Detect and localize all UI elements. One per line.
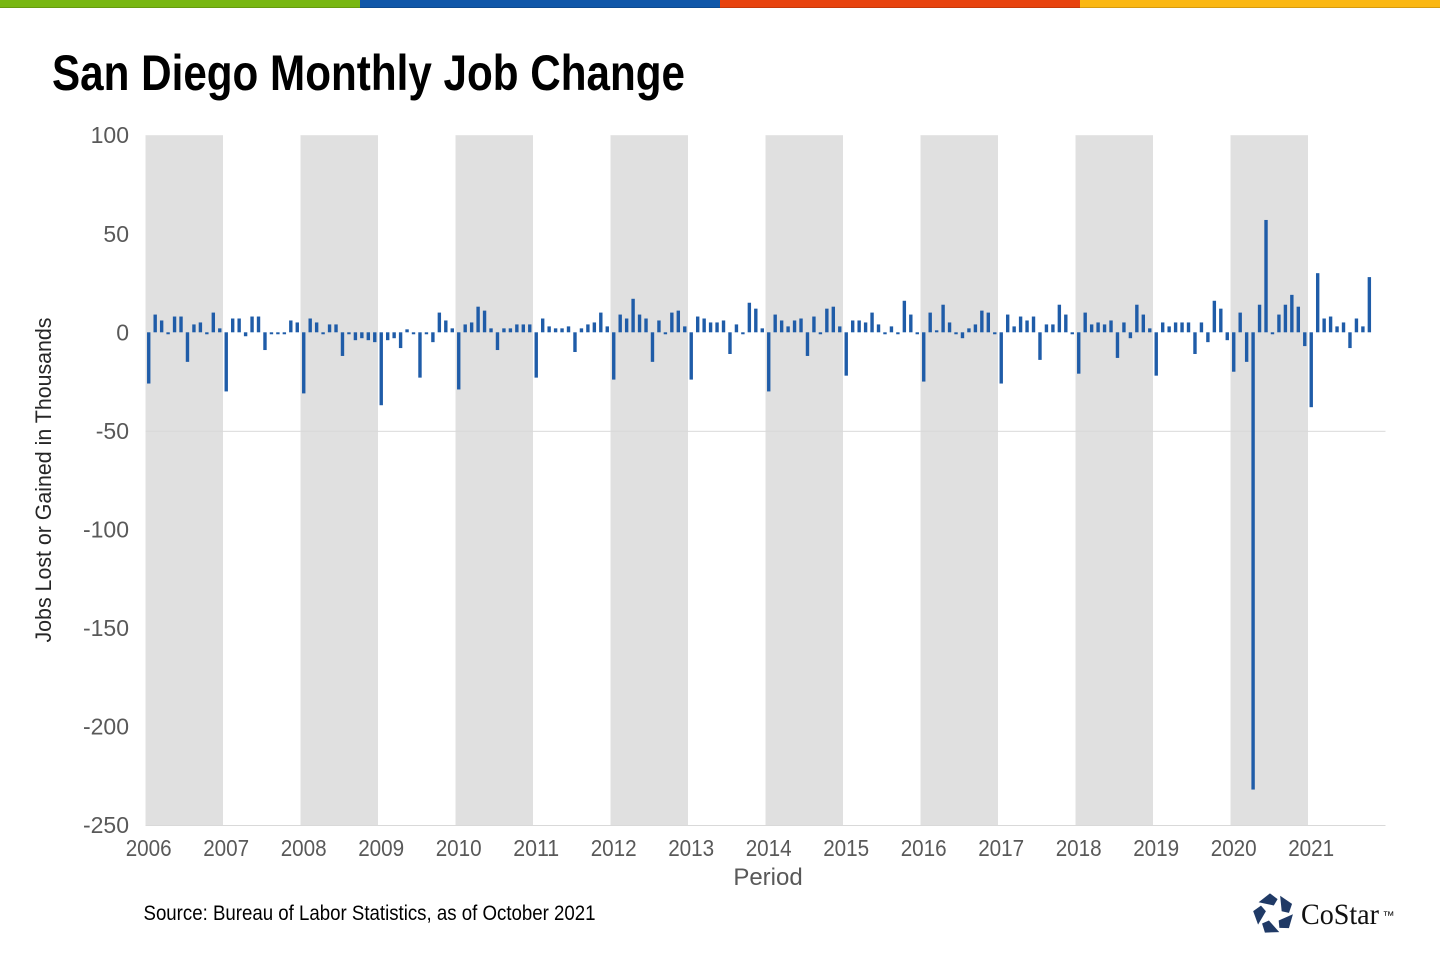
svg-text:2008: 2008 [281, 835, 327, 861]
svg-text:2009: 2009 [358, 835, 404, 861]
svg-text:2010: 2010 [436, 835, 482, 861]
svg-text:2019: 2019 [1133, 835, 1179, 861]
svg-text:2007: 2007 [203, 835, 249, 861]
svg-text:100: 100 [91, 122, 129, 148]
svg-text:2006: 2006 [126, 835, 172, 861]
svg-text:2020: 2020 [1211, 835, 1257, 861]
svg-text:2012: 2012 [591, 835, 637, 861]
svg-text:™: ™ [1383, 908, 1395, 922]
svg-text:-50: -50 [96, 418, 129, 444]
svg-text:-150: -150 [83, 615, 129, 641]
svg-text:2014: 2014 [746, 835, 792, 861]
svg-text:Jobs Lost or Gained in Thousan: Jobs Lost or Gained in Thousands [31, 318, 56, 643]
svg-text:0: 0 [116, 319, 129, 345]
svg-text:-200: -200 [83, 714, 129, 740]
svg-text:2013: 2013 [668, 835, 714, 861]
svg-text:San Diego Monthly Job Change: San Diego Monthly Job Change [52, 45, 685, 101]
svg-text:-250: -250 [83, 812, 129, 838]
svg-text:-100: -100 [83, 516, 129, 542]
svg-text:2021: 2021 [1288, 835, 1334, 861]
svg-text:CoStar: CoStar [1301, 898, 1379, 931]
svg-text:2017: 2017 [978, 835, 1024, 861]
svg-text:2016: 2016 [901, 835, 947, 861]
svg-text:2011: 2011 [513, 835, 559, 861]
svg-text:50: 50 [103, 221, 129, 247]
svg-text:2015: 2015 [823, 835, 869, 861]
svg-text:2018: 2018 [1056, 835, 1102, 861]
svg-text:Period: Period [733, 864, 802, 891]
svg-text:Source: Bureau of Labor Statis: Source: Bureau of Labor Statistics, as o… [144, 902, 596, 925]
